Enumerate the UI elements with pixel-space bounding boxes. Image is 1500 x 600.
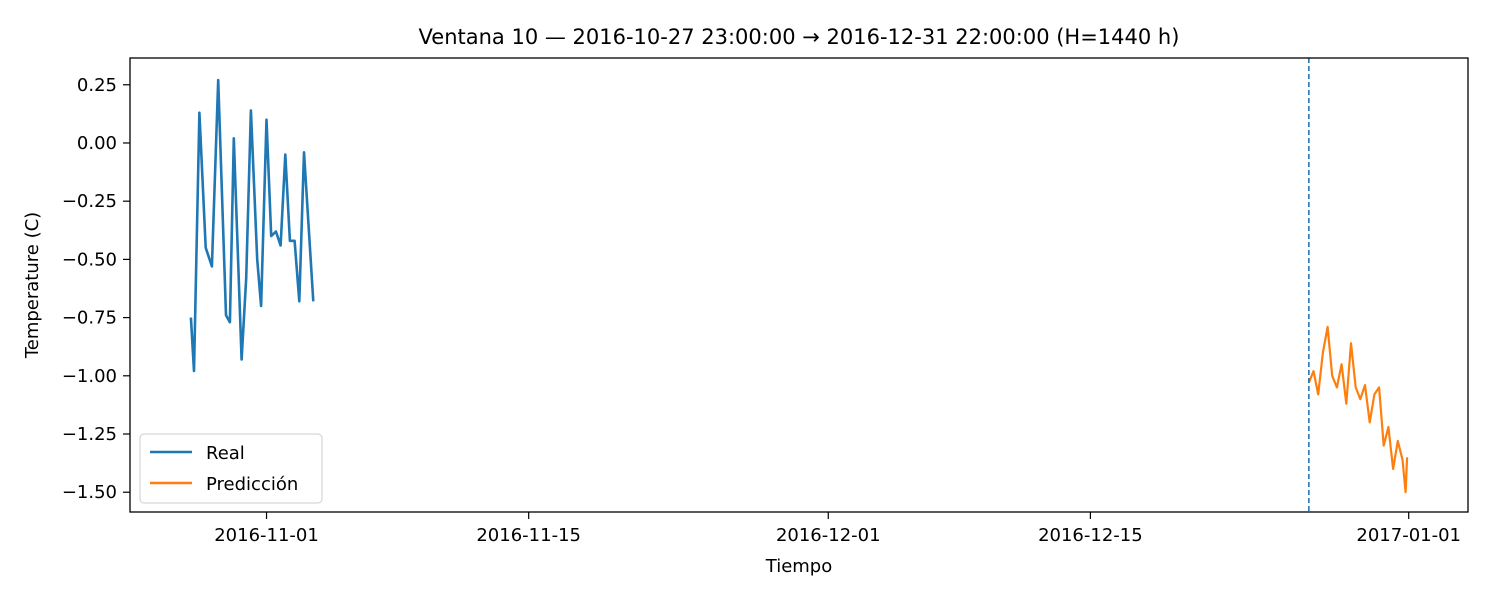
y-tick-label-2: −0.25 (62, 191, 117, 212)
x-tick-label-4: 2017-01-01 (1356, 525, 1461, 546)
y-tick-label-1: 0.00 (77, 133, 117, 154)
y-axis: 0.25 0.00 −0.25 −0.50 −0.75 −1.00 −1.25 −1.50 (62, 75, 130, 503)
y-tick-label-0: 0.25 (77, 75, 117, 96)
y-tick-label-5: −1.00 (62, 366, 117, 387)
x-tick-label-0: 2016-11-01 (214, 525, 319, 546)
y-tick-label-7: −1.50 (62, 482, 117, 503)
x-axis-label: Tiempo (765, 556, 833, 577)
series-line-1 (1307, 325, 1409, 494)
y-tick-label-3: −0.50 (62, 249, 117, 270)
legend-label-real: Real (206, 443, 245, 464)
legend-label-prediccion: Predicción (206, 474, 298, 495)
y-tick-label-4: −0.75 (62, 308, 117, 329)
axes-frame (129, 57, 1469, 513)
legend: Real Predicción (139, 433, 323, 504)
plot-area (189, 58, 1409, 512)
y-tick-label-6: −1.25 (62, 424, 117, 445)
x-axis: 2016-11-01 2016-11-15 2016-12-01 2016-12-15… (214, 512, 1461, 546)
series-line-0 (189, 78, 315, 373)
x-tick-label-2: 2016-12-01 (776, 525, 881, 546)
x-tick-label-3: 2016-12-15 (1038, 525, 1143, 546)
y-axis-label: Temperature (C) (22, 212, 43, 359)
x-tick-label-1: 2016-11-15 (476, 525, 581, 546)
chart-title: Ventana 10 — 2016-10-27 23:00:00 → 2016-… (419, 25, 1180, 49)
